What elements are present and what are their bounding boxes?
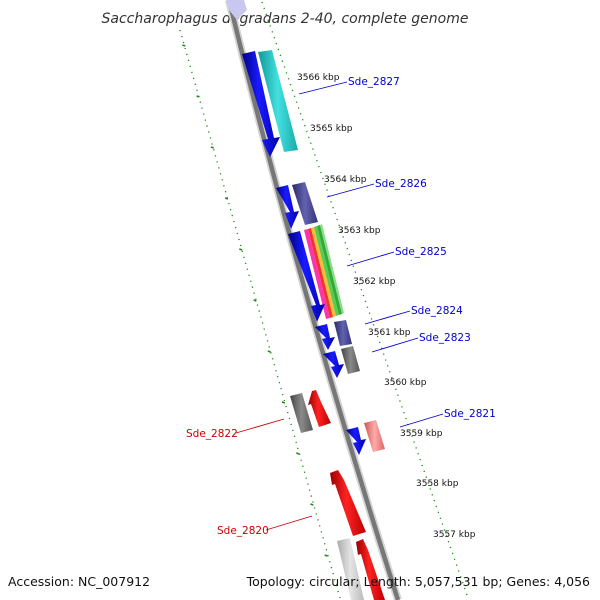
tick-label: 3558 kbp	[416, 479, 459, 489]
gene-arrow-forward	[346, 427, 366, 455]
gene-label-sde-2821: Sde_2821	[444, 408, 496, 420]
gene-label-sde-2825: Sde_2825	[395, 246, 447, 258]
tick-label: 3561 kbp	[368, 328, 411, 338]
gene-arrow-forward	[276, 185, 299, 229]
tick-label: 3557 kbp	[433, 530, 476, 540]
gene-arrow-forward	[315, 324, 335, 350]
gene-arrow-reverse	[356, 539, 385, 600]
tick-label: 3563 kbp	[338, 226, 381, 236]
gene-label-sde-2823: Sde_2823	[419, 332, 471, 344]
tick-label: 3565 kbp	[310, 124, 353, 134]
cog-feature-cyan	[258, 50, 298, 152]
cog-feature-multicolor	[304, 224, 344, 319]
gene-label-sde-2826: Sde_2826	[375, 178, 427, 190]
faint-top-feature	[226, 0, 247, 20]
gene-arrow-reverse	[330, 470, 366, 536]
outer-dotted-ring	[261, 1, 469, 599]
gene-label-sde-2827: Sde_2827	[348, 76, 400, 88]
cog-feature-gray	[341, 346, 360, 374]
cog-feature-purple	[292, 182, 318, 225]
gene-arrow-forward	[242, 51, 280, 157]
tick-label: 3564 kbp	[324, 175, 367, 185]
gene-label-sde-2824: Sde_2824	[411, 305, 463, 317]
tick-label: 3562 kbp	[353, 277, 396, 287]
tick-label: 3559 kbp	[400, 429, 443, 439]
gene-label-lines	[235, 81, 444, 531]
gene-arrow-forward	[288, 231, 325, 322]
map-title: Saccharophagus degradans 2-40, complete …	[102, 11, 469, 27]
cog-feature-purple	[334, 320, 352, 346]
cog-feature-pink	[364, 420, 385, 452]
gene-arrow-reverse	[308, 390, 331, 427]
genome-summary-text: Topology: circular; Length: 5,057,531 bp…	[246, 574, 590, 589]
cog-feature-lightgray	[337, 538, 364, 600]
gene-label-sde-2822: Sde_2822	[186, 428, 238, 440]
inner-ring-dashes	[182, 44, 328, 557]
gene-label-sde-2820: Sde_2820	[217, 525, 269, 537]
tick-label: 3566 kbp	[297, 73, 340, 83]
kbp-ticks: 3566 kbp 3565 kbp 3564 kbp 3563 kbp 3562…	[297, 73, 476, 540]
gene-arrow-forward	[323, 351, 344, 378]
accession-text: Accession: NC_007912	[8, 574, 151, 589]
backbone	[226, 0, 401, 600]
tick-label: 3560 kbp	[384, 378, 427, 388]
cog-feature-gray	[290, 393, 313, 433]
